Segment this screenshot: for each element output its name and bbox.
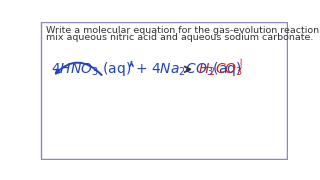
FancyBboxPatch shape xyxy=(41,22,287,159)
Text: Write a molecular equation for the gas-evolution reaction that occurs when you: Write a molecular equation for the gas-e… xyxy=(46,26,320,35)
Text: $\mathit{H_2CO_3}$: $\mathit{H_2CO_3}$ xyxy=(198,61,243,78)
Text: /: / xyxy=(238,59,244,69)
Text: mix aqueous nitric acid and aqueous sodium carbonate.: mix aqueous nitric acid and aqueous sodi… xyxy=(46,33,314,42)
FancyArrowPatch shape xyxy=(56,63,102,75)
Text: $\mathit{4HNO_3}$ (aq) + $\mathit{4Na_2CO_3}$(aq): $\mathit{4HNO_3}$ (aq) + $\mathit{4Na_2C… xyxy=(51,60,241,78)
